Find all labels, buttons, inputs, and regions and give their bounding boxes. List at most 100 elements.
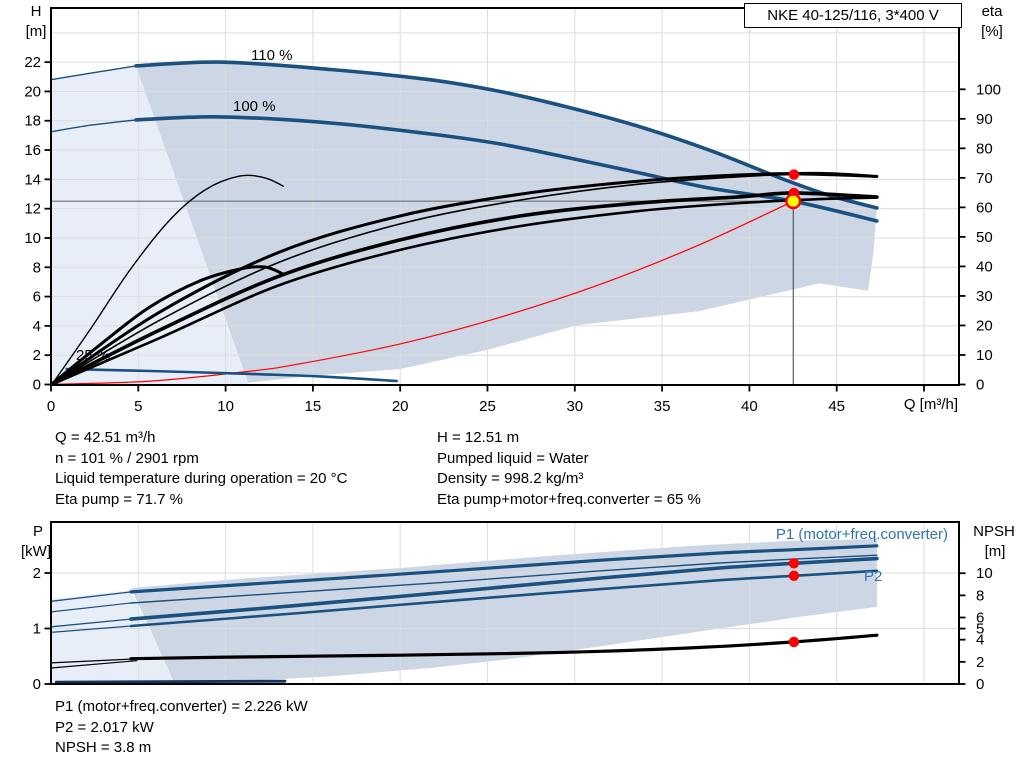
tick-label: 8 [33,259,41,276]
h-q-chart: 0 5 10 15 20 25 30 35 40 45 0 2 4 6 8 10 12 14 16 18 20 22 0 10… [24,7,1001,415]
p-axis-label: P [32,523,43,540]
info-eta-total: Eta pump+motor+freq.converter = 65 % [437,490,701,508]
tick-label: 10 [976,347,993,364]
power-marker-dot [788,558,800,569]
eta-total-thick2 [51,196,879,386]
operating-band-light [51,65,248,385]
tick-label: 22 [24,54,41,71]
tick-label: 0 [47,398,55,415]
npsh-marker-dot [788,636,800,648]
p2-curve-label: P2 [864,568,883,585]
info-npsh: NPSH = 3.8 m [55,739,152,756]
p1-curve-label: P1 (motor+freq.converter) [775,526,948,543]
h-axis-label: H [30,3,42,20]
duty-point-marker [785,193,802,210]
p2-110-lead [50,602,132,613]
tick-label: 20 [24,83,41,100]
info-pumped-liquid: Pumped liquid = Water [437,449,589,467]
bottom-chart-frame [50,521,960,685]
tick-label: 16 [24,142,41,159]
pump-title: NKE 40-125/116, 3*400 V [767,7,939,24]
p2-110 [130,554,878,604]
p1-110-lead [50,591,132,602]
h-axis-unit: [m] [25,23,47,40]
tick-label: 5 [976,621,984,638]
tick-label: 1 [33,621,41,638]
tick-label: 0 [33,377,41,394]
info-p1: P1 (motor+freq.converter) = 2.226 kW [55,698,308,715]
p1-curve-lead [50,618,132,628]
npsh-axis-label: NPSH [973,523,1015,540]
tick-label: 50 [976,229,993,246]
tick-label: 80 [976,140,993,157]
tick-label: 2 [976,654,984,671]
info-block-left: Q = 42.51 m³/h n = 101 % / 2901 rpm Liqu… [55,428,347,510]
eta-pump-thick [51,171,879,386]
tick-label: 4 [33,318,41,335]
eta-pump-thin [52,173,878,385]
tick-label: 6 [976,610,984,627]
eta-marker-dot [788,169,800,180]
tick-label: 10 [24,230,41,247]
tick-label: 30 [566,398,583,415]
p1-curve [129,556,879,621]
info-density: Density = 998.2 kg/m³ [437,470,584,487]
power-band-light [51,590,175,684]
info-block-bottom: P1 (motor+freq.converter) = 2.226 kW P2 … [55,697,308,759]
tick-label: 30 [976,288,993,305]
tick-label: 0 [976,377,984,394]
eta-axis-unit: [%] [981,23,1003,40]
p2-curve [129,569,879,628]
operating-band [136,62,877,383]
info-head: H = 12.51 m [437,429,520,446]
npsh-axis-unit: [m] [984,543,1006,560]
eta-total-thick [51,191,879,386]
tick-label: 90 [976,111,993,128]
npsh-lead1 [50,658,132,664]
tick-label: 70 [976,170,993,187]
curve-100-label: 100 % [233,98,276,115]
curve-25-label: 25 % [76,347,111,364]
tick-label: 45 [828,398,845,415]
tick-label: 2 [33,347,41,364]
p-npsh-chart: 0 1 2 0 2 456 8 10 [33,521,993,693]
npsh-curve [129,633,879,661]
tick-label: 0 [33,676,41,693]
tick-label: 40 [741,398,758,415]
q-axis-label: Q [m³/h] [903,396,958,413]
tick-label: 15 [305,398,322,415]
info-p2: P2 = 2.017 kW [55,718,154,736]
tick-label: 25 [479,398,496,415]
power-band [131,539,877,684]
tick-label: 18 [24,113,41,130]
curve-110 [134,60,879,210]
info-speed: n = 101 % / 2901 rpm [55,449,199,467]
tick-label: 14 [24,171,41,188]
tick-label: 60 [976,199,993,216]
tick-label: 10 [217,398,234,415]
tick-label: 6 [33,289,41,306]
system-curve [53,200,794,385]
tick-label: 12 [24,201,41,218]
tick-label: 35 [654,398,671,415]
pump-title-box: NKE 40-125/116, 3*400 V [744,3,962,28]
tick-label: 8 [976,587,984,604]
power-marker-dot [788,570,800,581]
top-chart-frame [50,7,960,386]
tick-label: 20 [392,398,409,415]
info-eta-pump: Eta pump = 71.7 % [55,490,183,508]
curve-110-lead [50,65,137,81]
tick-label: 10 [976,565,993,582]
eta-25-thick [51,265,285,385]
eta-axis-label: eta [981,3,1003,20]
info-block-right: H = 12.51 m Pumped liquid = Water Densit… [437,428,701,510]
tick-label: 5 [134,398,142,415]
info-liquid-temp: Liquid temperature during operation = 20… [55,470,348,487]
tick-label: 2 [33,565,41,582]
tick-label: 40 [976,258,993,275]
curve-110-label: 110 % [251,47,293,64]
p1-110 [129,544,879,594]
p-25 [54,679,287,684]
